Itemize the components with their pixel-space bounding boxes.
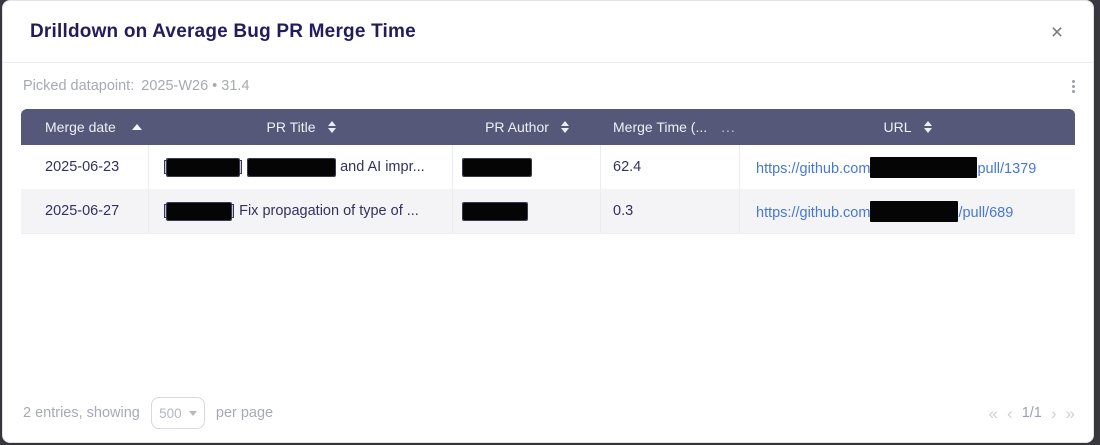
pr-url-link[interactable]: https://github.com/pull/689 [756,200,1013,222]
cell-merge-date: 2025-06-23 [21,145,149,189]
page-indicator: 1/1 [1021,405,1042,421]
chevron-down-icon [188,410,197,416]
redacted-text [166,201,233,221]
pagination-last-button[interactable]: » [1065,403,1075,423]
table-header-row: Merge date PR Title PR Author Merge Time… [21,109,1075,145]
drilldown-table: Merge date PR Title PR Author Merge Time… [21,109,1075,234]
sort-icon [923,121,932,133]
sort-icon [560,121,569,133]
pagination-next-button[interactable]: › [1050,403,1057,423]
per-page-text: per page [215,405,274,421]
column-label: Merge Time (... [613,119,708,135]
redacted-text [870,156,978,178]
column-label: PR Author [485,119,549,135]
redacted-text [462,157,532,177]
cell-pr-title: [] and AI impr... [149,145,453,189]
pagination-prev-button[interactable]: ‹ [1007,403,1013,423]
table-body: 2025-06-23 [] and AI impr... 62.4 https:/… [21,145,1075,234]
picked-datapoint-value: 2025-W26 • 31.4 [141,78,250,94]
cell-pr-author [453,189,601,233]
column-header-pr-author[interactable]: PR Author [453,109,601,145]
column-label: URL [883,119,912,135]
table-row: 2025-06-23 [] and AI impr... 62.4 https:/… [21,145,1075,189]
entries-summary: 2 entries, showing 500 per page [23,397,273,429]
column-header-url[interactable]: URL [740,109,1075,145]
pagination-first-button[interactable]: « [988,403,999,423]
kebab-menu-icon[interactable] [1066,76,1081,97]
cell-merge-time: 0.3 [601,189,740,233]
redacted-text [247,157,337,177]
entries-text: 2 entries, showing [23,405,140,421]
column-header-merge-time[interactable]: Merge Time (... ... [601,109,740,145]
close-icon[interactable]: × [1050,20,1064,44]
sort-icon [327,121,336,133]
truncated-sort-icon: ... [721,119,736,135]
page-title: Drilldown on Average Bug PR Merge Time [30,21,416,42]
column-header-merge-date[interactable]: Merge date [21,109,149,145]
cell-merge-date: 2025-06-27 [21,189,149,233]
modal-header: Drilldown on Average Bug PR Merge Time × [3,1,1093,63]
column-label: PR Title [266,119,316,135]
column-label: Merge date [45,119,116,135]
pagination: « ‹ 1/1 › » [989,405,1075,422]
page-size-select[interactable]: 500 [150,397,205,429]
pr-url-link[interactable]: https://github.com pull/1379 [756,156,1036,178]
cell-pr-title: [] Fix propagation of type of ... [149,189,453,233]
redacted-text [870,200,959,222]
table-footer: 2 entries, showing 500 per page « ‹ 1/1 … [23,397,1075,429]
column-header-pr-title[interactable]: PR Title [149,109,453,145]
page-size-value: 500 [159,405,182,421]
redacted-text [166,157,241,177]
redacted-text [462,201,528,221]
table-row: 2025-06-27 [] Fix propagation of type of… [21,189,1075,233]
picked-datapoint: Picked datapoint: 2025-W26 • 31.4 [23,78,250,94]
sort-ascending-icon [131,124,142,130]
cell-url: https://github.com pull/1379 [740,145,1075,189]
picked-datapoint-label: Picked datapoint: [23,78,135,94]
cell-merge-time: 62.4 [601,145,740,189]
cell-pr-author [453,145,601,189]
picked-datapoint-bar: Picked datapoint: 2025-W26 • 31.4 [3,63,1093,109]
cell-url: https://github.com/pull/689 [740,189,1075,233]
